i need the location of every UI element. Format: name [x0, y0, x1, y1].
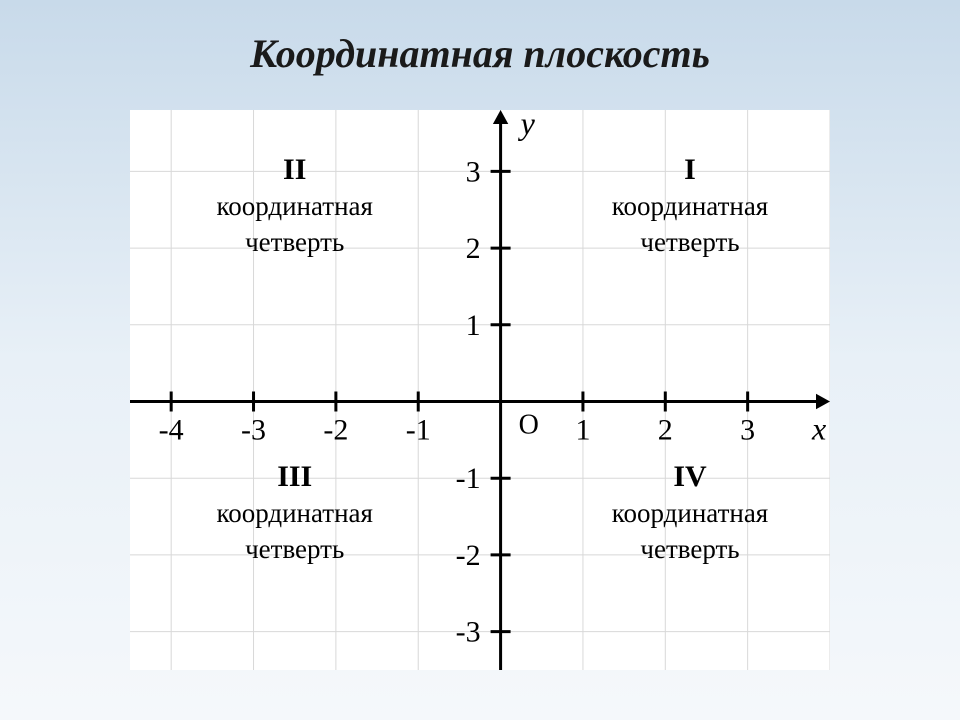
quadrant-q2-roman: II: [283, 153, 306, 186]
quadrant-q1-roman: I: [684, 153, 696, 186]
quadrant-q4-roman: IV: [673, 460, 707, 493]
x-tick-label: 2: [658, 414, 673, 447]
quadrant-q3-roman: III: [277, 460, 312, 493]
x-tick-label: -1: [406, 414, 431, 447]
quadrant-q2-line2: четверть: [245, 227, 344, 257]
x-tick-label: 3: [740, 414, 755, 447]
y-tick-label: -1: [456, 462, 481, 495]
origin-label: O: [519, 410, 539, 441]
y-axis-arrow-icon: [493, 110, 508, 124]
x-axis-arrow-icon: [816, 394, 830, 409]
y-axis-label: y: [518, 110, 536, 141]
quadrant-q1-line1: координатная: [612, 191, 768, 221]
x-tick-label: -4: [159, 414, 184, 447]
x-tick-label: 1: [575, 414, 590, 447]
y-tick-label: 3: [466, 155, 481, 188]
y-tick-label: 2: [466, 232, 481, 265]
x-tick-label: -2: [323, 414, 348, 447]
quadrant-q4-line2: четверть: [640, 534, 739, 564]
page-title: Координатная плоскость: [0, 30, 960, 77]
quadrant-q3-line2: четверть: [245, 534, 344, 564]
y-tick-label: -2: [456, 539, 481, 572]
x-tick-label: -3: [241, 414, 266, 447]
y-tick-label: 1: [466, 309, 481, 342]
quadrant-q3-line1: координатная: [216, 498, 372, 528]
coordinate-plane: -4 -3 -2 -1 1 2 3 -3 -2 -1 1 2 3 Ox y Iкоординатная четв…: [130, 110, 830, 670]
quadrant-q4-line1: координатная: [612, 498, 768, 528]
quadrant-q2-line1: координатная: [216, 191, 372, 221]
quadrant-q1-line2: четверть: [640, 227, 739, 257]
x-axis-label: x: [811, 411, 826, 447]
y-tick-label: -3: [456, 616, 481, 649]
